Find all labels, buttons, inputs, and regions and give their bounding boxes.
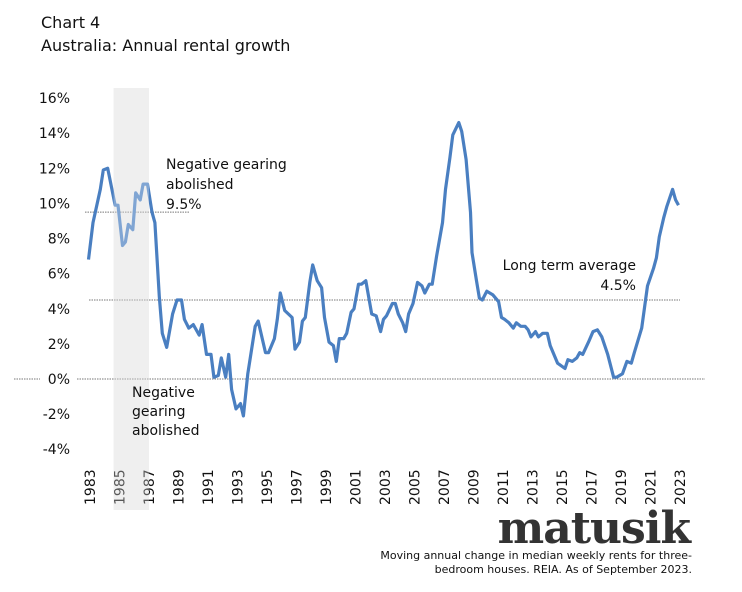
y-tick-label: -2% <box>43 407 70 423</box>
annotation-line: Long term average <box>503 258 636 274</box>
annotation-line: abolished <box>132 423 199 439</box>
y-tick-label: 10% <box>39 196 70 212</box>
y-tick-label: 6% <box>48 267 70 283</box>
annotation-line: abolished <box>166 177 233 193</box>
x-tick-label: 1993 <box>231 469 247 505</box>
y-tick-label: 0% <box>48 372 70 388</box>
caption-line-1: Moving annual change in median weekly re… <box>380 549 692 562</box>
x-tick-label: 1983 <box>83 469 99 505</box>
series-line <box>86 121 680 418</box>
annotation-long-term-average: Long term average 4.5% <box>503 258 636 294</box>
x-tick-label: 1991 <box>201 469 217 505</box>
x-tick-label: 1987 <box>142 469 158 505</box>
x-tick-label: 2013 <box>526 469 542 505</box>
x-tick-label: 2007 <box>437 469 453 505</box>
x-tick-label: 1999 <box>319 469 335 505</box>
x-tick-label: 2015 <box>555 469 571 505</box>
annotation-value: 9.5% <box>166 197 202 213</box>
x-tick-label: 2021 <box>644 469 660 505</box>
annotation-negative-gearing-top: Negative gearing abolished 9.5% <box>166 157 287 213</box>
x-tick-label: 2019 <box>614 469 630 505</box>
shaded-period-overlay <box>113 88 149 510</box>
annotation-line: gearing <box>132 404 185 420</box>
annotation-negative-gearing-bottom: Negative gearing abolished <box>132 385 199 439</box>
shaded-period-band <box>113 88 149 510</box>
x-tick-label: 1989 <box>172 469 188 505</box>
annotation-value: 4.5% <box>600 278 636 294</box>
annotation-line: Negative <box>132 385 195 401</box>
matusik-logo: matusik <box>498 503 693 554</box>
x-tick-label: 2005 <box>408 469 424 505</box>
annotation-line: Negative gearing <box>166 157 287 173</box>
y-tick-label: 12% <box>39 161 70 177</box>
x-tick-label: 1995 <box>260 469 276 505</box>
y-tick-label: 16% <box>39 91 70 107</box>
y-tick-label: 14% <box>39 126 70 142</box>
x-tick-label: 2017 <box>585 469 601 505</box>
x-tick-label: 1985 <box>113 469 129 505</box>
x-tick-label: 2011 <box>496 469 512 505</box>
x-tick-label: 2001 <box>349 469 365 505</box>
caption-line-2: bedroom houses. REIA. As of September 20… <box>435 563 692 576</box>
x-tick-label: 2009 <box>467 469 483 505</box>
y-tick-label: 8% <box>48 232 70 248</box>
chart-number: Chart 4 <box>41 13 100 32</box>
x-tick-label: 1997 <box>290 469 306 505</box>
x-tick-label: 2023 <box>673 469 689 505</box>
chart-title: Australia: Annual rental growth <box>41 36 290 55</box>
y-tick-label: -4% <box>43 442 70 458</box>
y-tick-label: 4% <box>48 302 70 318</box>
y-tick-label: 2% <box>48 337 70 353</box>
x-tick-label: 2003 <box>378 469 394 505</box>
